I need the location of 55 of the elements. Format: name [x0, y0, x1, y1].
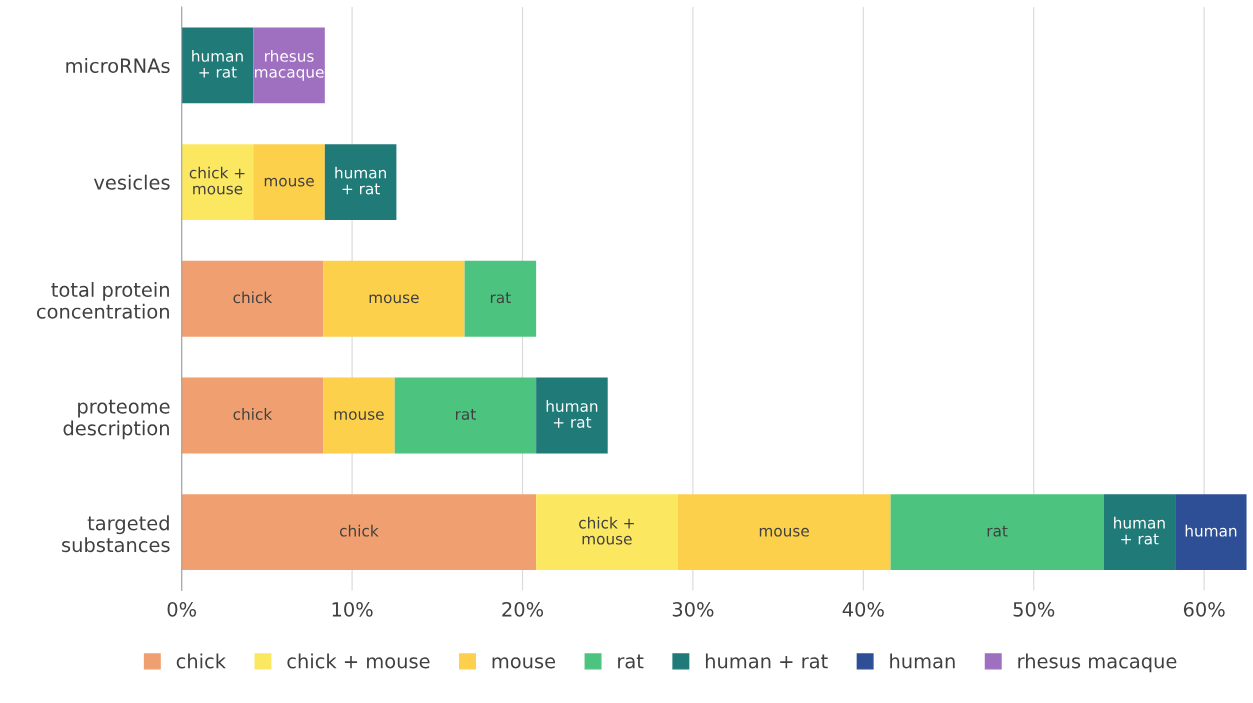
bar: [181, 260, 324, 337]
legend-label: rhesus macaque: [1018, 653, 1177, 673]
data-label: chick: [339, 524, 379, 537]
data-label: rat: [490, 292, 511, 304]
bar: [536, 494, 678, 571]
bar: [536, 377, 608, 454]
bar: [394, 377, 537, 454]
bar: [253, 144, 325, 220]
bar: [323, 260, 465, 337]
data-label: human + rat: [1114, 516, 1165, 545]
data-label: chick: [233, 291, 273, 304]
x-tick-label: 30%: [672, 601, 714, 617]
data-label: human + rat: [546, 400, 598, 428]
legend-label: chick + mouse: [287, 653, 430, 669]
data-label: chick: [233, 408, 273, 420]
legend-label: human + rat: [705, 653, 828, 669]
data-label: rat: [987, 525, 1008, 537]
data-label: rat: [455, 408, 476, 420]
legend-label: chick: [176, 653, 226, 669]
x-tick-label: 10%: [332, 601, 373, 617]
data-label: human + rat: [335, 166, 386, 195]
bar: [181, 377, 324, 454]
bar: [323, 377, 395, 454]
data-label: mouse: [334, 411, 384, 420]
data-label: chick + mouse: [579, 516, 634, 545]
data-label: rhesus macaque: [255, 50, 324, 81]
bar: [677, 494, 891, 571]
x-tick-label: 20%: [502, 601, 544, 617]
data-label: mouse: [759, 527, 809, 537]
y-tick-label: vesicles: [93, 174, 170, 190]
y-tick-label: targeted substances: [62, 515, 170, 553]
x-tick-label: 40%: [842, 601, 884, 617]
y-tick-label: proteome description: [63, 399, 170, 440]
legend-label: rat: [618, 654, 644, 669]
data-label: mouse: [264, 177, 314, 187]
y-tick-label: microRNAs: [66, 57, 170, 74]
x-tick-label: 0%: [167, 601, 197, 617]
bar: [1103, 494, 1176, 571]
y-tick-label: total protein concentration: [36, 281, 169, 319]
legend-label: mouse: [492, 657, 556, 669]
bar: [1175, 494, 1247, 571]
x-tick-label: 60%: [1183, 601, 1225, 617]
bar: [253, 27, 325, 104]
bar: [181, 494, 537, 571]
bar: [324, 144, 397, 220]
data-label: human: [1185, 524, 1237, 537]
bar: [181, 144, 254, 220]
data-label: chick + mouse: [189, 166, 245, 195]
bar: [890, 494, 1104, 571]
bar: [464, 260, 537, 337]
data-label: mouse: [369, 294, 419, 304]
data-label: human + rat: [192, 50, 243, 78]
legend-label: human: [890, 653, 955, 669]
x-tick-label: 50%: [1013, 601, 1055, 617]
bar: [181, 27, 254, 104]
